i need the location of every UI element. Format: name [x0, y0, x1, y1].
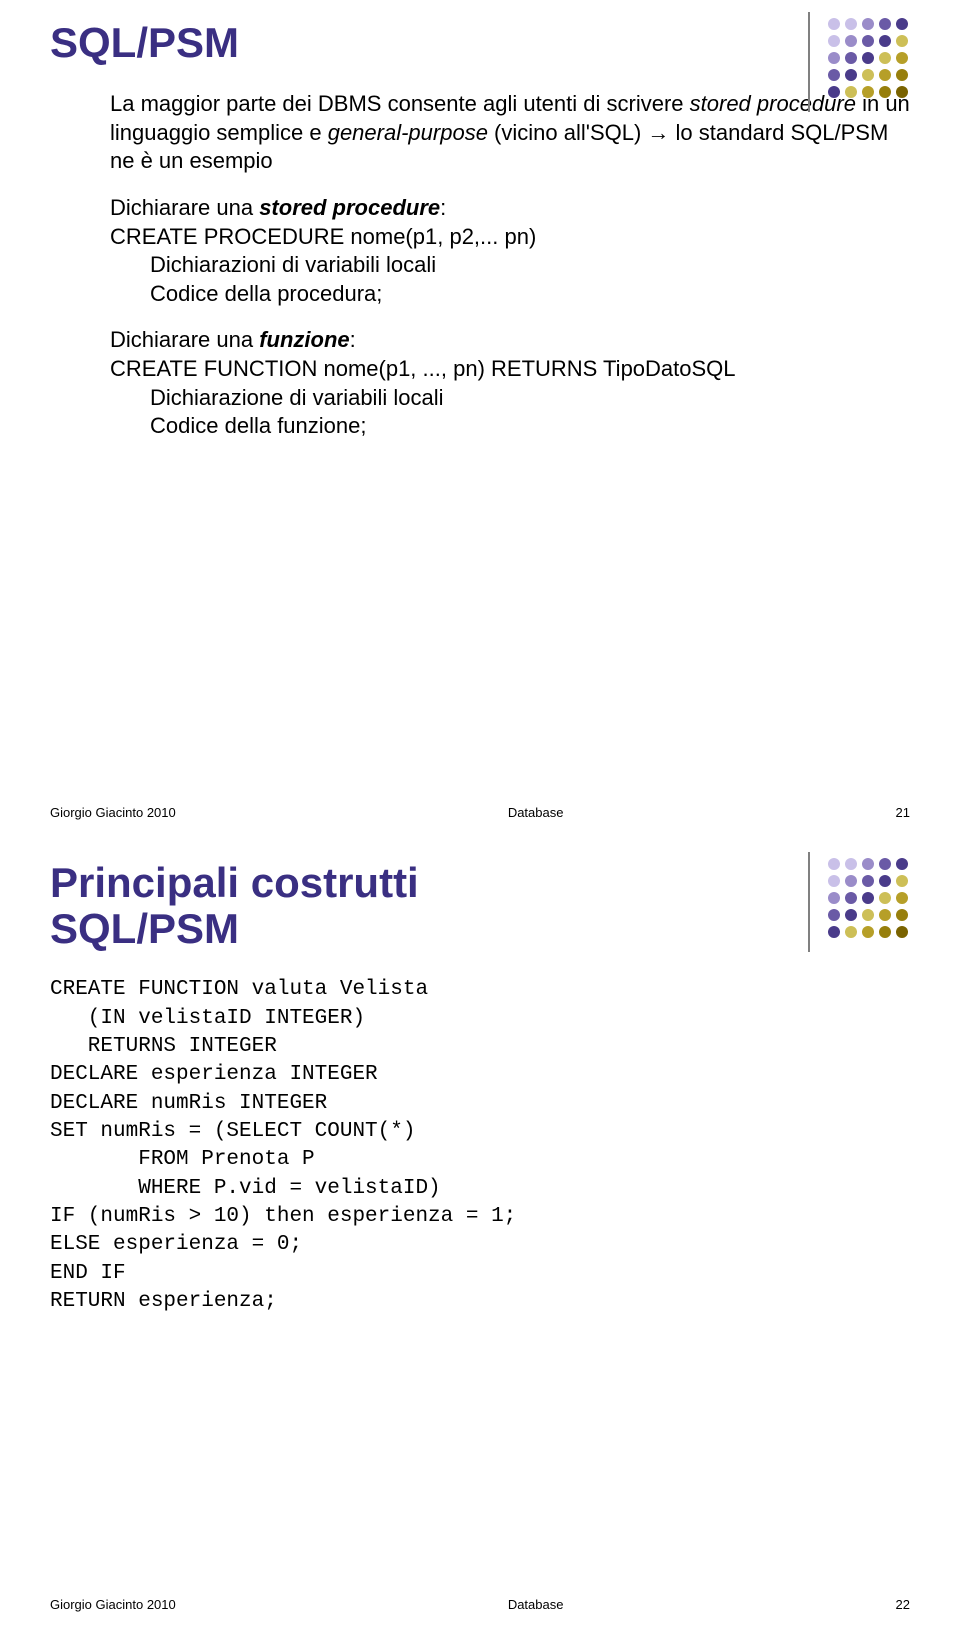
text: La maggior parte dei DBMS consente agli … [110, 91, 690, 116]
footer-center: Database [508, 1597, 564, 1612]
text: Dichiarare una [110, 195, 259, 220]
slide-title: Principali costrutti SQL/PSM [50, 860, 910, 952]
line: Dichiarare una stored procedure: [110, 194, 910, 223]
divider [808, 852, 810, 952]
dot-pattern [828, 858, 910, 940]
slide-footer: Giorgio Giacinto 2010 Database 21 [50, 805, 910, 820]
line-indent: Dichiarazione di variabili locali [150, 384, 910, 413]
slide-title: SQL/PSM [50, 20, 910, 66]
paragraph-3: Dichiarare una funzione: CREATE FUNCTION… [110, 326, 910, 440]
title-line-1: Principali costrutti [50, 859, 419, 906]
text-italic-bold: stored procedure [259, 195, 440, 220]
footer-left: Giorgio Giacinto 2010 [50, 1597, 176, 1612]
line-indent: Dichiarazioni di variabili locali [150, 251, 910, 280]
footer-right: 22 [896, 1597, 910, 1612]
dot-pattern [828, 18, 910, 100]
line: Dichiarare una funzione: [110, 326, 910, 355]
title-line-2: SQL/PSM [50, 905, 239, 952]
paragraph-2: Dichiarare una stored procedure: CREATE … [110, 194, 910, 308]
footer-right: 21 [896, 805, 910, 820]
divider [808, 12, 810, 112]
slide-content: La maggior parte dei DBMS consente agli … [110, 90, 910, 441]
text-italic: general-purpose [328, 120, 488, 145]
code-block: CREATE FUNCTION valuta Velista (IN velis… [50, 976, 910, 1316]
line: CREATE PROCEDURE nome(p1, p2,... pn) [110, 223, 910, 252]
slide-footer: Giorgio Giacinto 2010 Database 22 [50, 1597, 910, 1612]
text-italic-bold: funzione [259, 327, 349, 352]
paragraph-1: La maggior parte dei DBMS consente agli … [110, 90, 910, 176]
line-indent: Codice della funzione; [150, 412, 910, 441]
footer-center: Database [508, 805, 564, 820]
text: : [350, 327, 356, 352]
text: Dichiarare una [110, 327, 259, 352]
line-indent: Codice della procedura; [150, 280, 910, 309]
text: : [440, 195, 446, 220]
slide-2: Principali costrutti SQL/PSM CREATE FUNC… [0, 840, 960, 1632]
slide-1: SQL/PSM La maggior parte dei DBMS consen… [0, 0, 960, 840]
line: CREATE FUNCTION nome(p1, ..., pn) RETURN… [110, 355, 910, 384]
footer-left: Giorgio Giacinto 2010 [50, 805, 176, 820]
